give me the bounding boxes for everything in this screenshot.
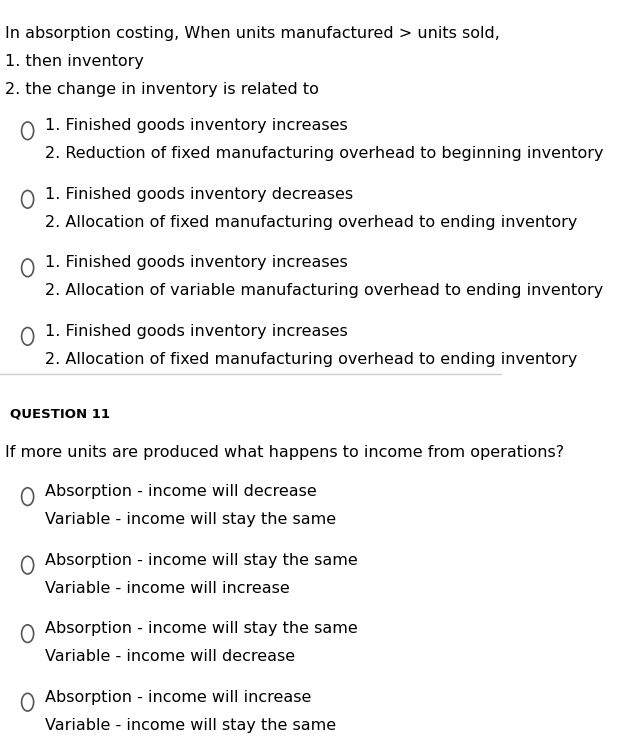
Text: 2. the change in inventory is related to: 2. the change in inventory is related to	[5, 82, 319, 97]
Text: Variable - income will decrease: Variable - income will decrease	[45, 649, 295, 664]
Text: 2. Allocation of fixed manufacturing overhead to ending inventory: 2. Allocation of fixed manufacturing ove…	[45, 214, 578, 230]
Text: Variable - income will stay the same: Variable - income will stay the same	[45, 512, 337, 527]
Text: 1. then inventory: 1. then inventory	[5, 54, 144, 69]
Text: In absorption costing, When units manufactured > units sold,: In absorption costing, When units manufa…	[5, 26, 500, 41]
Text: 1. Finished goods inventory increases: 1. Finished goods inventory increases	[45, 118, 348, 133]
Text: Absorption - income will stay the same: Absorption - income will stay the same	[45, 621, 358, 636]
Text: 2. Reduction of fixed manufacturing overhead to beginning inventory: 2. Reduction of fixed manufacturing over…	[45, 146, 604, 161]
Text: Absorption - income will decrease: Absorption - income will decrease	[45, 484, 317, 499]
Text: 1. Finished goods inventory increases: 1. Finished goods inventory increases	[45, 255, 348, 270]
Text: QUESTION 11: QUESTION 11	[10, 407, 110, 420]
Text: 2. Allocation of variable manufacturing overhead to ending inventory: 2. Allocation of variable manufacturing …	[45, 283, 603, 298]
Text: 2. Allocation of fixed manufacturing overhead to ending inventory: 2. Allocation of fixed manufacturing ove…	[45, 352, 578, 367]
Text: If more units are produced what happens to income from operations?: If more units are produced what happens …	[5, 445, 564, 460]
Text: 1. Finished goods inventory increases: 1. Finished goods inventory increases	[45, 324, 348, 339]
Text: Variable - income will increase: Variable - income will increase	[45, 581, 290, 595]
Text: Absorption - income will increase: Absorption - income will increase	[45, 690, 312, 705]
Text: Variable - income will stay the same: Variable - income will stay the same	[45, 718, 337, 733]
Text: 1. Finished goods inventory decreases: 1. Finished goods inventory decreases	[45, 186, 353, 202]
Text: Absorption - income will stay the same: Absorption - income will stay the same	[45, 553, 358, 567]
